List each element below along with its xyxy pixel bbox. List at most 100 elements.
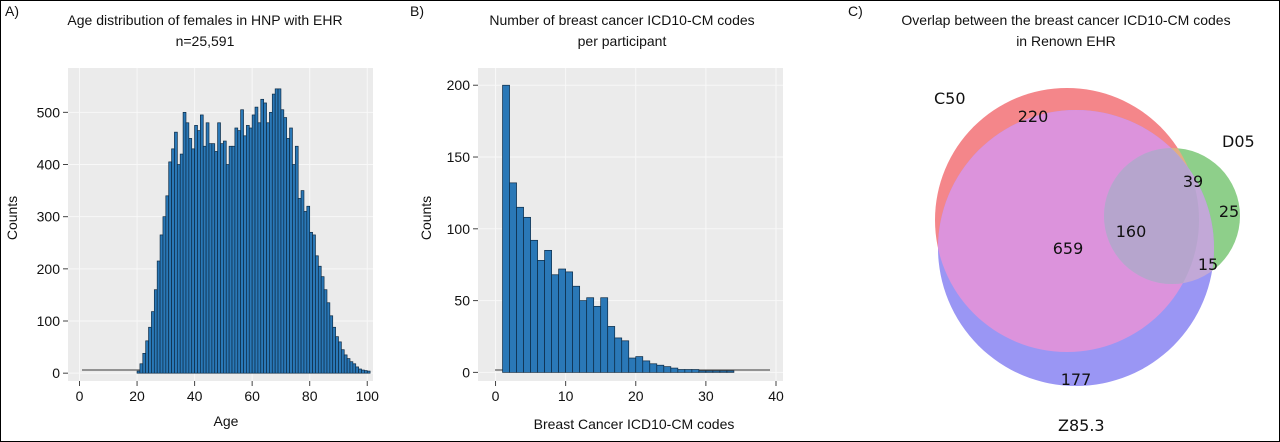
panel-a-bar bbox=[211, 143, 216, 374]
panel-a-bar bbox=[364, 370, 368, 374]
panel-a-bar bbox=[269, 111, 273, 374]
panel-a-bar bbox=[260, 98, 265, 374]
panel-b-y-ticks: 0 50 100 150 200 bbox=[447, 77, 478, 380]
panel-a-bar bbox=[343, 354, 348, 374]
panel-a-bar bbox=[208, 143, 213, 374]
panel-a-bar bbox=[274, 88, 279, 374]
panel-a-bar bbox=[292, 164, 296, 374]
panel-a-bar bbox=[234, 127, 239, 374]
panel-b-y-tick-label: 0 bbox=[462, 364, 470, 380]
panel-b-x-tick-label: 20 bbox=[628, 388, 644, 404]
panel-a-bar bbox=[271, 93, 276, 374]
panel-b-bar bbox=[656, 364, 665, 373]
panel-b-y-axis-label: Counts bbox=[418, 196, 434, 240]
panel-a-bar bbox=[306, 205, 311, 374]
panel-b-x-ticks: 0 10 20 30 40 bbox=[492, 381, 784, 404]
panel-b-bar bbox=[516, 206, 524, 373]
panel-b-y-tick-label: 50 bbox=[454, 293, 470, 309]
panel-a-bar bbox=[332, 326, 336, 374]
panel-a-bar bbox=[340, 349, 345, 374]
panel-a-bar bbox=[349, 361, 354, 374]
panel-a-bar bbox=[263, 102, 267, 374]
panel-a-bar bbox=[220, 143, 224, 374]
panel-b-y-tick-label: 200 bbox=[447, 77, 471, 93]
panel-a-bar bbox=[243, 135, 247, 374]
panel-a-bar bbox=[286, 138, 290, 374]
panel-a-bar bbox=[165, 195, 170, 374]
panel-b-bar bbox=[691, 369, 700, 373]
panel-a-x-axis-label: Age bbox=[214, 413, 239, 429]
panel-b-bar bbox=[572, 285, 581, 373]
panel-b-bar bbox=[600, 297, 609, 373]
panel-b-y-tick-label: 150 bbox=[447, 149, 471, 165]
panel-a-y-tick-label: 300 bbox=[37, 209, 61, 225]
panel-a-y-ticks: 0 100 200 300 400 500 bbox=[37, 104, 68, 381]
panel-b-bar bbox=[537, 260, 545, 373]
panel-b-bar bbox=[614, 337, 623, 373]
panel-b-label: B) bbox=[410, 3, 424, 19]
panel-a-bar bbox=[303, 211, 308, 374]
panel-a-bar bbox=[139, 363, 144, 374]
panel-b-bar bbox=[649, 363, 658, 373]
panel-a-y-tick-label: 0 bbox=[52, 365, 60, 381]
panel-a-bar bbox=[214, 151, 218, 374]
venn-count-c50-d05: 39 bbox=[1183, 172, 1203, 191]
panel-b-bar bbox=[509, 182, 517, 373]
panel-a-bar bbox=[142, 353, 147, 374]
panel-a-bar bbox=[246, 125, 250, 374]
panel-a-bar bbox=[171, 148, 175, 374]
panel-a-x-tick-label: 40 bbox=[187, 388, 203, 404]
panel-a-bar bbox=[280, 109, 285, 374]
panel-b-bar bbox=[621, 340, 630, 373]
panel-a-bar bbox=[289, 127, 293, 374]
panel-a-bar bbox=[300, 190, 305, 374]
panel-b-bar bbox=[712, 370, 721, 373]
panel-a-bar bbox=[200, 114, 204, 374]
panel-a-bar bbox=[136, 370, 141, 374]
panel-a-bar bbox=[185, 122, 190, 374]
panel-b-bar bbox=[586, 297, 595, 373]
panel-a-bar bbox=[297, 198, 302, 374]
panel-a-bar bbox=[145, 340, 149, 374]
panel-a-bar bbox=[179, 153, 184, 374]
panel-b-bar bbox=[663, 366, 672, 373]
panel-b-x-tick-label: 30 bbox=[698, 388, 714, 404]
panel-b-bar bbox=[523, 216, 531, 373]
panel-c-subtitle: in Renown EHR bbox=[1016, 33, 1116, 49]
panel-a-bar bbox=[346, 358, 351, 374]
panel-b-bar bbox=[635, 356, 644, 373]
panel-a-bar bbox=[225, 164, 230, 374]
panel-b-title: Number of breast cancer ICD10-CM codes bbox=[489, 12, 754, 28]
panel-a-bar bbox=[191, 148, 195, 374]
panel-a-bar bbox=[188, 138, 193, 374]
panel-b-bar bbox=[628, 357, 637, 373]
panel-b-bar bbox=[684, 369, 693, 373]
panel-b-x-tick-label: 0 bbox=[492, 388, 500, 404]
panel-b-bar bbox=[579, 300, 588, 373]
panel-a-x-tick-label: 0 bbox=[76, 388, 84, 404]
venn-count-c50-z853: 659 bbox=[1053, 239, 1084, 258]
panel-a-bar bbox=[162, 216, 167, 374]
panel-b-bar bbox=[558, 268, 566, 373]
panel-b-x-axis-label: Breast Cancer ICD10-CM codes bbox=[534, 416, 735, 432]
panel-b-bar bbox=[705, 370, 714, 373]
panel-a-bar bbox=[151, 311, 155, 374]
panel-b-bar bbox=[642, 360, 651, 373]
panel-a-y-tick-label: 500 bbox=[37, 104, 61, 120]
panel-a-bar bbox=[326, 302, 331, 374]
panel-a-bar bbox=[156, 260, 161, 374]
panel-c-label: C) bbox=[848, 3, 863, 19]
panel-a-y-tick-label: 200 bbox=[37, 261, 61, 277]
panel-b-bars bbox=[502, 84, 735, 373]
panel-a-bar bbox=[182, 111, 187, 374]
panel-a-bar bbox=[202, 145, 207, 374]
panel-c-title: Overlap between the breast cancer ICD10-… bbox=[901, 12, 1230, 28]
panel-a-bar bbox=[148, 326, 152, 374]
panel-a: A) Age distribution of females in HNP wi… bbox=[4, 3, 379, 429]
panel-a-bar bbox=[254, 106, 259, 374]
panel-a-bar bbox=[277, 88, 282, 374]
panel-a-bar bbox=[309, 231, 313, 374]
panel-a-bar bbox=[217, 122, 221, 374]
panel-a-bar bbox=[159, 234, 164, 374]
